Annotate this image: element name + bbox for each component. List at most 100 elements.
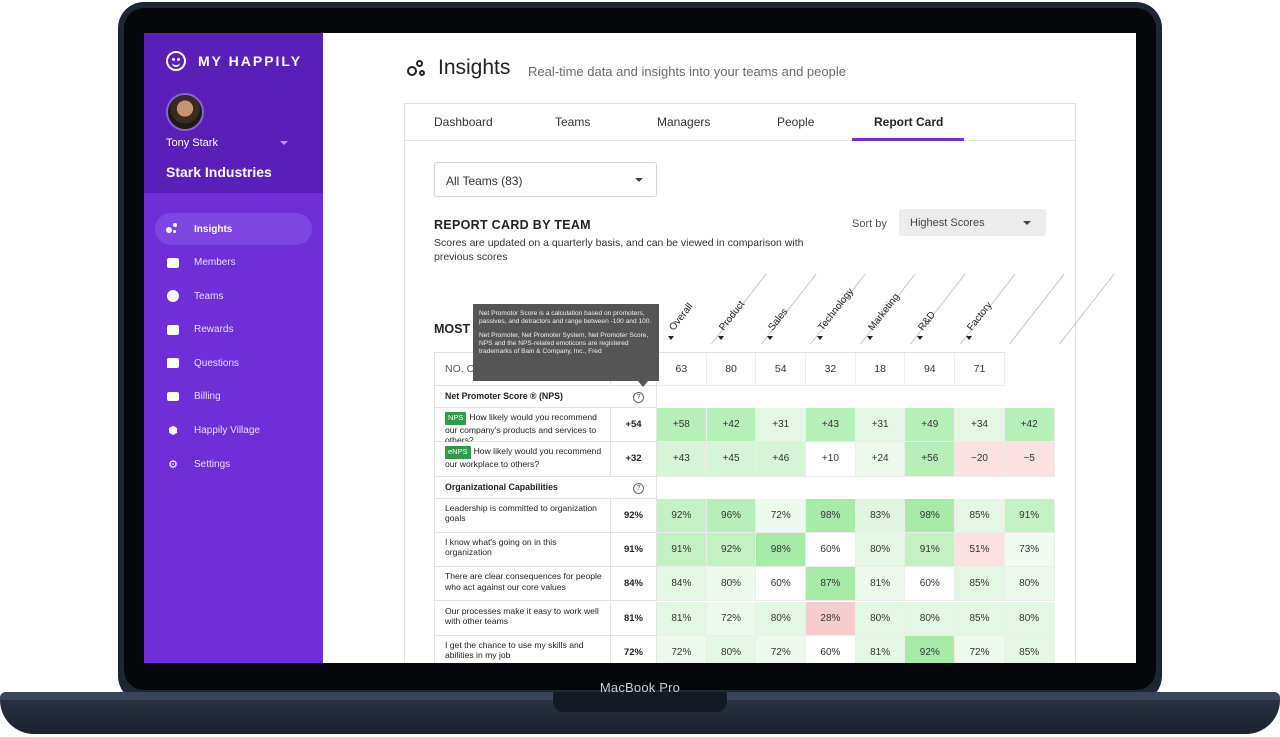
score-cell[interactable]: 80%	[1004, 567, 1055, 602]
brand-name: MY HAPPILY	[198, 53, 303, 69]
score-cell[interactable]: +46	[756, 442, 807, 477]
sidebar-item-questions[interactable]: Questions	[155, 347, 312, 379]
members-icon	[166, 256, 180, 270]
billing-icon	[166, 390, 180, 404]
score-cell[interactable]: 72%	[706, 601, 757, 636]
tab-people[interactable]: People	[777, 115, 815, 129]
score-cell[interactable]: +58	[657, 408, 707, 443]
score-cell[interactable]: 81%	[855, 635, 906, 663]
score-cell[interactable]: 60%	[905, 567, 956, 602]
score-cell[interactable]: 98%	[806, 498, 856, 533]
score-cell[interactable]: 91%	[657, 532, 707, 568]
score-cell[interactable]: 92%	[905, 635, 956, 663]
sort-triangle-icon[interactable]	[866, 336, 873, 340]
score-cell[interactable]: −20	[955, 442, 1005, 477]
score-cell[interactable]: 72%	[657, 635, 707, 663]
score-cell[interactable]: 85%	[955, 601, 1005, 636]
tab-teams[interactable]: Teams	[555, 115, 591, 129]
avatar[interactable]	[166, 93, 204, 131]
score-cell[interactable]: 91%	[905, 532, 956, 568]
enps-badge: eNPS	[445, 446, 471, 459]
sidebar-item-insights[interactable]: Insights	[155, 213, 312, 245]
score-cell[interactable]: 73%	[1004, 532, 1055, 568]
sort-select[interactable]: Highest Scores	[899, 209, 1046, 236]
score-cell[interactable]: 28%	[806, 601, 856, 636]
score-cell[interactable]: −5	[1004, 442, 1055, 477]
sidebar-item-rewards[interactable]: Rewards	[155, 314, 312, 346]
score-cell[interactable]: 87%	[806, 567, 856, 602]
score-cell[interactable]: 51%	[955, 532, 1005, 568]
question-label: NPS How likely would you recommend our co…	[434, 408, 611, 445]
score-cell[interactable]: +31	[855, 408, 906, 443]
score-cell[interactable]: 80%	[756, 601, 807, 636]
score-cell[interactable]: 85%	[955, 498, 1005, 533]
score-cell[interactable]: 80%	[905, 601, 956, 636]
score-cell[interactable]: 81%	[855, 567, 906, 602]
score-cell[interactable]: 98%	[905, 498, 956, 533]
sort-triangle-icon[interactable]	[817, 336, 824, 340]
sort-triangle-icon[interactable]	[717, 336, 724, 340]
help-icon[interactable]: ?	[633, 392, 644, 403]
score-cell[interactable]: +24	[855, 442, 906, 477]
score-cell[interactable]: +31	[756, 408, 807, 443]
column-header-overall[interactable]: Overall	[667, 301, 696, 333]
score-cell[interactable]: 85%	[955, 567, 1005, 602]
score-cell[interactable]: +43	[806, 408, 856, 443]
user-name[interactable]: Tony Stark	[166, 137, 218, 149]
score-cell[interactable]: +34	[955, 408, 1005, 443]
report-description: Scores are updated on a quarterly basis,…	[434, 237, 804, 263]
score-cell[interactable]: +45	[706, 442, 757, 477]
score-cell[interactable]: +42	[706, 408, 757, 443]
score-cell[interactable]: 72%	[756, 635, 807, 663]
sidebar-item-teams[interactable]: Teams	[155, 280, 312, 312]
score-cell[interactable]: 80%	[855, 532, 906, 568]
score-cell[interactable]: 80%	[855, 601, 906, 636]
column-header-marketing[interactable]: Marketing	[866, 291, 902, 333]
help-icon[interactable]: ?	[633, 482, 644, 494]
column-header-sales[interactable]: Sales	[766, 306, 791, 333]
sidebar-item-billing[interactable]: Billing	[155, 381, 312, 413]
team-filter-select[interactable]: All Teams (83)	[434, 162, 657, 197]
score-cell[interactable]: +49	[905, 408, 956, 443]
column-header-r-d[interactable]: R&D	[915, 309, 938, 333]
score-cell[interactable]: 85%	[1004, 635, 1055, 663]
sort-triangle-icon[interactable]	[916, 336, 923, 340]
column-header-factory[interactable]: Factory	[965, 299, 995, 333]
score-cell[interactable]: +42	[1004, 408, 1055, 443]
score-cell[interactable]: 80%	[706, 567, 757, 602]
sidebar-item-happily-village[interactable]: ⬢ Happily Village	[155, 415, 312, 447]
score-cell[interactable]: 83%	[855, 498, 906, 533]
sidebar-item-settings[interactable]: ⚙ Settings	[155, 448, 312, 480]
score-cell[interactable]: 81%	[657, 601, 707, 636]
score-cell[interactable]: 96%	[706, 498, 757, 533]
score-cell[interactable]: 84%	[657, 567, 707, 602]
score-cell[interactable]: 72%	[955, 635, 1005, 663]
score-cell[interactable]: 91%	[1004, 498, 1055, 533]
column-header-technology[interactable]: Technology	[816, 286, 857, 333]
sidebar-item-label: Billing	[194, 391, 221, 403]
score-cell[interactable]: 80%	[706, 635, 757, 663]
tab-dashboard[interactable]: Dashboard	[434, 115, 493, 129]
score-cell[interactable]: +43	[657, 442, 707, 477]
score-cell[interactable]: 72%	[756, 498, 807, 533]
score-cell[interactable]: 60%	[806, 635, 856, 663]
sort-triangle-icon[interactable]	[767, 336, 774, 340]
score-cell[interactable]: +56	[905, 442, 956, 477]
sort-triangle-icon[interactable]	[966, 336, 973, 340]
brand[interactable]: MY HAPPILY	[166, 51, 302, 71]
score-cell[interactable]: +10	[806, 442, 856, 477]
tab-report-card[interactable]: Report Card	[874, 115, 944, 129]
sort-triangle-icon[interactable]	[668, 336, 674, 340]
score-cell[interactable]: 92%	[657, 498, 707, 533]
score-cell[interactable]: 98%	[756, 532, 807, 568]
overall-score: +54	[611, 408, 657, 443]
chevron-down-icon[interactable]	[280, 141, 288, 145]
score-cell[interactable]: 60%	[806, 532, 856, 568]
column-header-product[interactable]: Product	[717, 299, 747, 333]
score-cell[interactable]: 60%	[756, 567, 807, 602]
sidebar-item-members[interactable]: Members	[155, 247, 312, 279]
score-cell[interactable]: 92%	[706, 532, 757, 568]
question-text: There are clear consequences for people …	[445, 571, 602, 592]
tab-managers[interactable]: Managers	[657, 115, 711, 129]
score-cell[interactable]: 80%	[1004, 601, 1055, 636]
